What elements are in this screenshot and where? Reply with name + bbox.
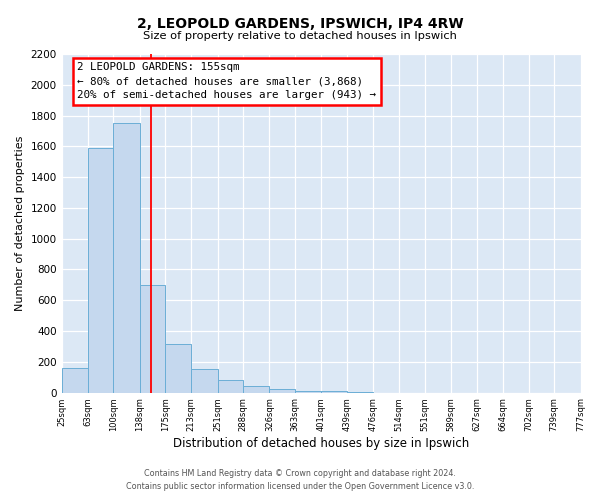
Y-axis label: Number of detached properties: Number of detached properties [15, 136, 25, 311]
Bar [165, 344, 191, 393]
Bar [113, 124, 140, 392]
Bar [321, 391, 347, 392]
Bar [88, 148, 113, 392]
Bar [140, 285, 165, 393]
Bar [62, 368, 88, 392]
Bar [243, 386, 269, 392]
Text: Size of property relative to detached houses in Ipswich: Size of property relative to detached ho… [143, 31, 457, 41]
Bar [218, 380, 243, 392]
Bar [295, 391, 321, 392]
Text: 2 LEOPOLD GARDENS: 155sqm
← 80% of detached houses are smaller (3,868)
20% of se: 2 LEOPOLD GARDENS: 155sqm ← 80% of detac… [77, 62, 376, 100]
X-axis label: Distribution of detached houses by size in Ipswich: Distribution of detached houses by size … [173, 437, 469, 450]
Text: Contains HM Land Registry data © Crown copyright and database right 2024.
Contai: Contains HM Land Registry data © Crown c… [126, 470, 474, 491]
Text: 2, LEOPOLD GARDENS, IPSWICH, IP4 4RW: 2, LEOPOLD GARDENS, IPSWICH, IP4 4RW [137, 18, 463, 32]
Bar [269, 388, 295, 392]
Bar [191, 368, 218, 392]
